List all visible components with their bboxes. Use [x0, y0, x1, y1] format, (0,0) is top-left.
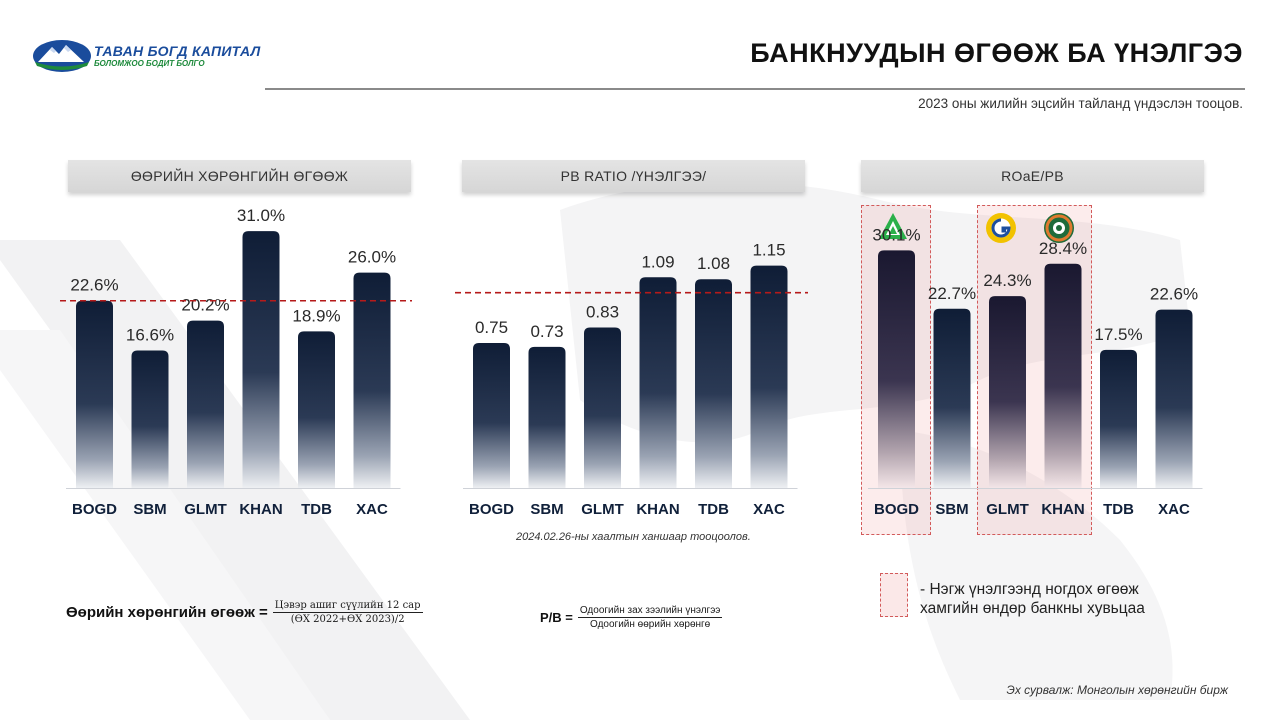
bar-tdb: [695, 279, 732, 488]
bar-glmt: [584, 327, 621, 488]
category-label-sbm: SBM: [530, 501, 563, 518]
pb-formula-numerator: Одоогийн зах зээлийн үнэлгээ: [577, 605, 723, 618]
logo-brand-text: ТАВАН БОГД КАПИТАЛ: [94, 43, 261, 59]
roe-formula: Өөрийн хөрөнгийн өгөөж = Цэвэр ашиг сүүл…: [66, 600, 423, 625]
legend-swatch: [880, 573, 908, 617]
legend-text: - Нэгж үнэлгээнд ногдох өгөөж хамгийн өн…: [920, 581, 1145, 617]
value-label-tdb: 18.9%: [292, 306, 340, 325]
bar-xac: [353, 272, 391, 488]
value-label-bogd: 30.1%: [872, 225, 920, 244]
category-label-glmt: GLMT: [184, 501, 227, 518]
roae-pb-chart: 30.1% BOGD 22.7% SBM 24.3% GLMT 28.4% KHAN 17.5%…: [868, 225, 1203, 518]
value-label-khan: 28.4%: [1039, 239, 1087, 258]
category-label-sbm: SBM: [133, 501, 166, 518]
roe-formula-denominator: (ӨХ 2022+ӨХ 2023)/2: [290, 614, 405, 625]
category-label-khan: KHAN: [239, 501, 282, 518]
source-note: Эх сурвалж: Монголын хөрөнгийн бирж: [1006, 683, 1228, 697]
category-label-tdb: TDB: [1103, 501, 1134, 518]
bar-bogd: [473, 343, 510, 488]
roe-chart: 22.6% BOGD 16.6% SBM 20.2% GLMT 31.0% KHAN 18.9%…: [60, 206, 412, 518]
pb-panel-header: PB RATIO /ҮНЭЛГЭЭ/: [462, 160, 805, 192]
page-subtitle: 2023 оны жилийн эцсийн тайланд үндэслэн …: [918, 96, 1243, 111]
category-label-khan: KHAN: [636, 501, 679, 518]
roae-pb-panel-header: ROaE/PB: [861, 160, 1204, 192]
bogd-logo-icon: [879, 213, 907, 239]
value-label-khan: 1.09: [641, 252, 674, 271]
value-label-bogd: 22.6%: [70, 276, 118, 295]
bar-khan: [639, 277, 677, 488]
pb-chart-note: 2024.02.26-ны хаалтын ханшаар тооцоолов.: [516, 531, 751, 543]
header-divider: [265, 88, 1245, 90]
pb-formula-denominator: Одоогийн өөрийн хөрөнгө: [590, 619, 711, 630]
bar-bogd: [878, 250, 915, 488]
value-label-sbm: 0.73: [530, 322, 563, 341]
bar-bogd: [76, 300, 113, 488]
category-label-sbm: SBM: [935, 501, 968, 518]
bar-sbm: [131, 350, 169, 488]
category-label-xac: XAC: [753, 501, 785, 518]
value-label-sbm: 22.7%: [928, 284, 976, 303]
value-label-glmt: 24.3%: [983, 271, 1031, 290]
category-label-bogd: BOGD: [469, 501, 514, 518]
value-label-glmt: 0.83: [586, 303, 619, 322]
category-label-xac: XAC: [356, 501, 388, 518]
value-label-xac: 26.0%: [348, 248, 396, 267]
value-label-tdb: 1.08: [697, 254, 730, 273]
category-label-khan: KHAN: [1041, 501, 1084, 518]
roe-panel-header: ӨӨРИЙН ХӨРӨНГИЙН ӨГӨӨЖ: [68, 160, 411, 192]
category-label-glmt: GLMT: [986, 501, 1029, 518]
pb-chart: 0.75 BOGD 0.73 SBM 0.83 GLMT 1.09 KHAN 1.08 TDB 1.…: [455, 241, 808, 518]
value-label-glmt: 20.2%: [181, 296, 229, 315]
value-label-bogd: 0.75: [475, 318, 508, 337]
pb-formula: P/B = Одоогийн зах зээлийн үнэлгээ Одоог…: [540, 605, 723, 630]
category-label-tdb: TDB: [301, 501, 332, 518]
bar-khan: [1044, 263, 1082, 488]
bar-glmt: [187, 320, 224, 488]
category-label-xac: XAC: [1158, 501, 1190, 518]
category-label-tdb: TDB: [698, 501, 729, 518]
mountain-logo-icon: [33, 40, 91, 72]
bar-sbm: [528, 346, 566, 488]
golomt-logo-icon: [986, 213, 1016, 243]
value-label-sbm: 16.6%: [126, 325, 174, 344]
khan-logo-icon: [1044, 213, 1074, 243]
logo-tagline: БОЛОМЖОО БОДИТ БОЛГО: [94, 59, 205, 68]
bar-xac: [1155, 309, 1193, 488]
value-label-khan: 31.0%: [237, 206, 285, 225]
bar-tdb: [298, 331, 335, 488]
bar-sbm: [933, 308, 971, 488]
roe-formula-lhs: Өөрийн хөрөнгийн өгөөж =: [66, 604, 268, 621]
category-label-glmt: GLMT: [581, 501, 624, 518]
category-label-bogd: BOGD: [72, 501, 117, 518]
roe-formula-numerator: Цэвэр ашиг сүүлийн 12 сар: [272, 600, 423, 613]
bar-glmt: [989, 296, 1026, 488]
value-label-tdb: 17.5%: [1094, 325, 1142, 344]
company-logo: ТАВАН БОГД КАПИТАЛ БОЛОМЖОО БОДИТ БОЛГО: [32, 38, 260, 74]
pb-formula-fraction: Одоогийн зах зээлийн үнэлгээ Одоогийн өө…: [577, 605, 723, 630]
bar-khan: [242, 231, 280, 488]
bar-tdb: [1100, 349, 1137, 488]
value-label-xac: 22.6%: [1150, 285, 1198, 304]
bar-xac: [750, 265, 788, 488]
page-title: БАНКНУУДЫН ӨГӨӨЖ БА ҮНЭЛГЭЭ: [750, 38, 1243, 68]
roe-formula-fraction: Цэвэр ашиг сүүлийн 12 сар (ӨХ 2022+ӨХ 20…: [272, 600, 423, 625]
pb-formula-lhs: P/B =: [540, 610, 573, 625]
category-label-bogd: BOGD: [874, 501, 919, 518]
value-label-xac: 1.15: [752, 241, 785, 260]
